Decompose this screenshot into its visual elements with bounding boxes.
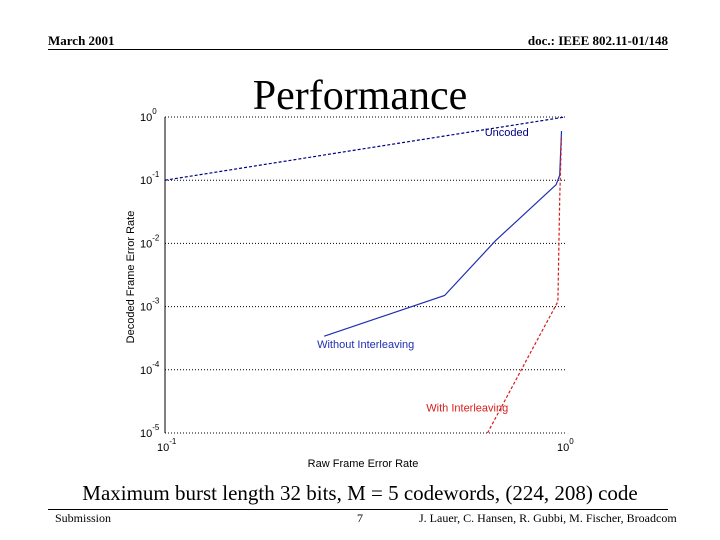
annotation-without: Without Interleaving <box>317 339 414 351</box>
footer-page-number: 7 <box>357 511 363 525</box>
footer-rule <box>48 509 668 510</box>
chart-series <box>164 116 566 434</box>
header-doc-id: doc.: IEEE 802.11-01/148 <box>527 33 668 48</box>
x-tick-label-1: 100 <box>557 437 574 454</box>
chart-annotations: Uncoded Without Interleaving With Interlea… <box>317 127 529 414</box>
y-tick-label-5: 10-5 <box>140 423 160 440</box>
header-date: March 2001 <box>48 33 115 48</box>
annotation-uncoded: Uncoded <box>485 127 529 139</box>
series-without-line <box>324 130 563 337</box>
y-tick-label-0: 100 <box>140 107 157 124</box>
slide-title: Performance <box>252 73 468 119</box>
y-tick-label-1: 10-1 <box>140 170 160 187</box>
footer-authors: J. Lauer, C. Hansen, R. Gubbi, M. Fische… <box>419 511 677 525</box>
x-tick-label-0: 10-1 <box>157 437 177 454</box>
y-axis-label: Decoded Frame Error Rate <box>125 211 137 344</box>
y-tick-label-4: 10-4 <box>140 360 160 377</box>
y-tick-label-2: 10-2 <box>140 233 160 250</box>
slide-caption: Maximum burst length 32 bits, M = 5 code… <box>82 481 638 505</box>
annotation-with: With Interleaving <box>426 402 508 414</box>
chart-grid <box>165 116 565 434</box>
header-rule <box>48 49 668 50</box>
series-uncoded-line <box>164 116 566 181</box>
y-tick-label-3: 10-3 <box>140 297 160 314</box>
x-axis-label: Raw Frame Error Rate <box>308 458 419 470</box>
footer-submission: Submission <box>55 511 112 525</box>
series-with-line <box>486 135 563 434</box>
